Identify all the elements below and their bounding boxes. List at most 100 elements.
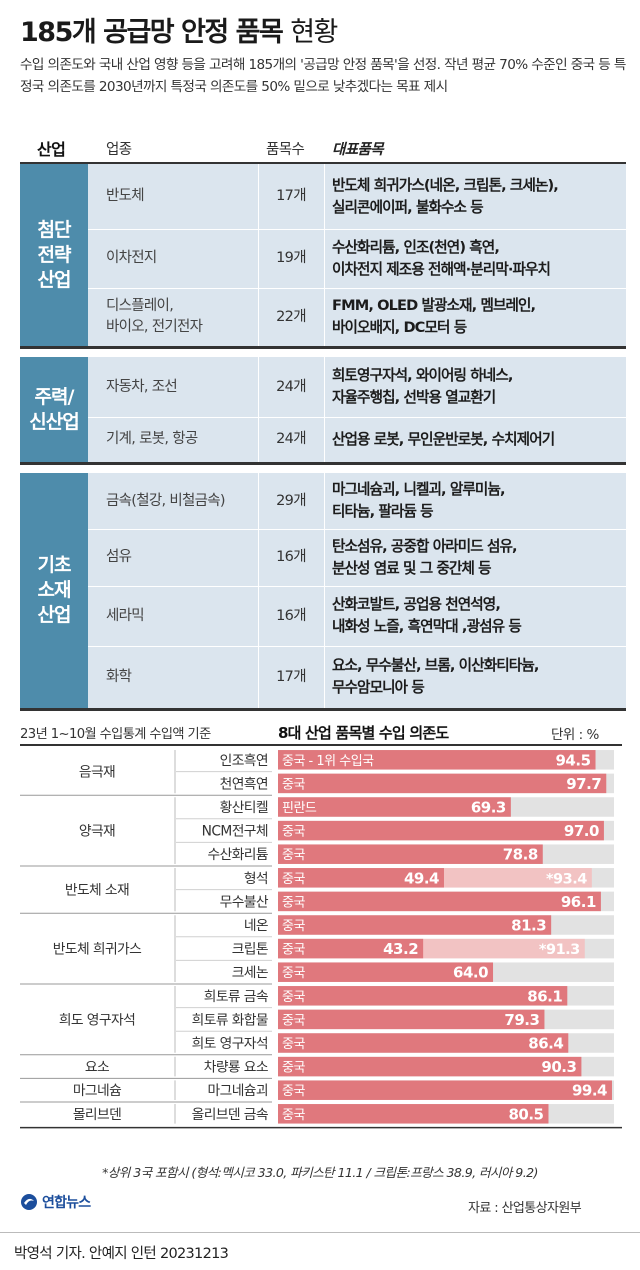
bar-country-label: 중국 [282,943,305,958]
table-group-bg [20,473,626,708]
bar [278,1104,549,1124]
items-cell: 산업용 로봇, 무인운반로봇, 수치제어기 [332,430,555,448]
item-label: 차량룡 요소 [204,1060,268,1076]
yonhap-logo: 연합뉴스 [20,1192,91,1212]
bar-country-label: 중국 - 1위 수입국 [282,754,374,769]
bar-value-label: 78.8 [503,846,538,864]
count-cell: 29개 [276,492,306,509]
footnote: *상위 3국 포함시 (형석:멕시코 33.0, 파키스탄 11.1 / 크립톤… [102,1165,538,1180]
sector-cell: 화학 [106,668,132,685]
item-label: 수산화리튬 [208,847,268,863]
bar [278,1056,582,1077]
count-cell: 19개 [276,250,306,266]
group-label: 양극재 [79,824,115,840]
item-label: 희토 영구자석 [192,1036,268,1052]
industry-label: 주력/ 신산업 [20,357,88,462]
column-divider [324,357,325,462]
count-cell: 17개 [276,188,306,204]
count-cell: 16개 [276,607,306,624]
sector-cell: 섬유 [106,549,132,565]
bar [278,915,552,935]
bar-value-label: 97.0 [564,822,599,840]
row-divider [88,646,626,647]
table-group-bg [20,164,626,346]
chart-unit: 단위 : % [551,727,599,743]
bar-country-label: 중국 [282,1108,305,1123]
item-label: 황산티켈 [220,800,268,816]
sector-cell: 기계, 로봇, 항공 [106,431,198,447]
bar [278,962,494,982]
bar-country-label: 중국 [282,848,305,863]
bar [278,891,601,912]
count-cell: 24개 [276,431,306,447]
items-cell: FMM, OLED 발광소재, 멤브레인, 바이오배지, DC모터 등 [332,297,536,336]
item-label: 형석 [244,871,268,887]
industry-label: 첨단 전략 산업 [20,164,88,346]
page-title: 185개 공급망 안정 품목 현황 [20,17,338,48]
item-label: 크립톤 [232,942,268,958]
group-bottom-border [20,462,626,465]
group-label: 요소 [85,1060,109,1076]
bar-country-label: 중국 [282,825,305,840]
item-label: 천연흑연 [220,776,268,792]
subtitle: 수입 의존도와 국내 산업 영향 등을 고려해 185개의 '공급망 안정 품목… [20,57,626,95]
header-divider [20,162,626,164]
chart-title: 8대 산업 품목별 수입 의존도 [278,724,449,742]
bar-value-label: 49.4 [404,869,439,887]
bar-country-label: 핀란드 [282,801,317,816]
group-label: 반도체 희귀가스 [53,942,141,958]
bar [278,1033,569,1053]
bar [278,986,568,1006]
yonhap-logo-text: 연합뉴스 [42,1195,91,1211]
row-divider [88,586,626,587]
column-header-sector: 업종 [106,142,132,158]
bar-value-label: 96.1 [561,893,596,911]
bar-value-label: 69.3 [471,799,506,817]
bar-country-label: 중국 [282,1061,305,1076]
table-group-bg [20,357,626,462]
item-label: 올리브덴 금속 [192,1107,268,1123]
credit-divider [0,1232,640,1233]
column-divider [258,473,259,708]
bar-value-label: 86.4 [528,1035,563,1053]
group-label: 반도체 소재 [65,883,129,899]
item-label: NCM전구체 [202,824,268,840]
bar-top3-label: *91.3 [539,942,580,958]
bar-country-label: 중국 [282,777,305,792]
bar [278,938,424,959]
sector-cell: 반도체 [106,188,145,204]
items-cell: 요소, 무수불산, 브롬, 이산화티타늄, 무수암모니아 등 [332,657,539,696]
bar-country-label: 중국 [282,872,305,887]
yonhap-logo-icon [21,1194,37,1210]
bar-country-label: 중국 [282,1037,305,1052]
sector-cell: 금속(철강, 비철금속) [106,492,226,509]
group-label: 마그네슘 [73,1083,121,1099]
item-label: 크세논 [232,965,268,981]
sector-cell: 자동차, 조선 [106,378,178,395]
bar-value-label: 90.3 [541,1058,576,1076]
count-cell: 24개 [276,378,306,395]
item-label: 무수불산 [220,894,269,910]
bar [278,1080,612,1100]
item-label: 마그네슘괴 [208,1083,268,1099]
row-divider [88,417,626,418]
group-bottom-border [20,708,626,711]
column-divider [324,164,325,346]
source: 자료 : 산업통상자원부 [468,1201,582,1216]
bar-country-label: 중국 [282,895,305,910]
column-header-industry: 산업 [37,140,66,159]
row-divider [88,288,626,289]
row-divider [88,529,626,530]
bar-value-label: 99.4 [572,1082,607,1100]
bar-value-label: 79.3 [504,1011,539,1029]
group-label: 몰리브덴 [73,1107,121,1123]
items-cell: 산화코발트, 공업용 천연석영, 내화성 노즐, 흑연막대 ,광섬유 등 [332,596,522,635]
items-cell: 수산화리튬, 인조(천연) 흑연, 이차전지 제조용 전해액·분리막·파우치 [332,238,551,278]
industry-label: 기초 소재 산업 [20,473,88,708]
bar [278,1009,545,1030]
bar-top3-label: *93.4 [546,871,587,887]
sector-cell: 디스플레이, 바이오, 전기전자 [106,298,203,335]
chart-note: 23년 1~10월 수입통계 수입액 기준 [20,727,211,742]
group-label: 희도 영구자석 [59,1012,135,1028]
